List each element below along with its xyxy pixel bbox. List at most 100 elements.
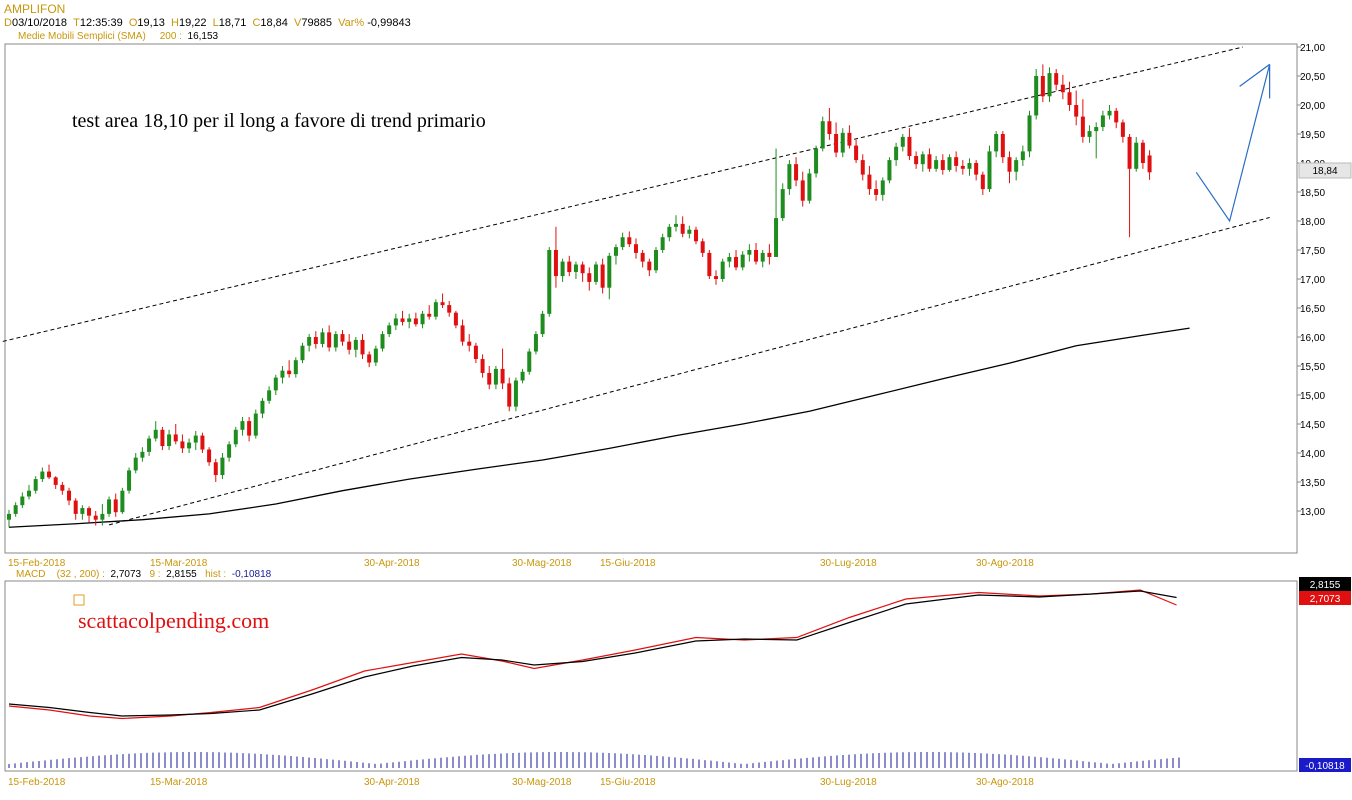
candle-body — [580, 264, 585, 274]
candle-body — [427, 313, 432, 317]
y-tick-label: 16,00 — [1300, 333, 1325, 344]
x-axis-label: 30-Ago-2018 — [976, 777, 1034, 788]
hist-badge: -0,10818 — [1305, 761, 1345, 772]
candle-body — [1094, 127, 1099, 132]
candle-body — [1147, 155, 1152, 173]
time-value: 12:35:39 — [79, 17, 123, 29]
x-axis-label: 30-Apr-2018 — [364, 777, 420, 788]
candle-body — [160, 429, 165, 447]
candle-body — [954, 157, 959, 166]
candle-body — [740, 254, 745, 268]
candle-body — [1087, 131, 1092, 137]
candle-body — [127, 470, 132, 491]
x-axis-label: 30-Lug-2018 — [820, 777, 877, 788]
candle-body — [453, 312, 458, 326]
candle-body — [20, 496, 25, 506]
candle-body — [27, 490, 32, 497]
candle-body — [900, 136, 905, 147]
watermark-square-icon — [73, 594, 85, 606]
candle-body — [587, 273, 592, 282]
candle-body — [700, 241, 705, 253]
candle-body — [1080, 116, 1085, 137]
candle-body — [80, 508, 85, 514]
candle-body — [447, 305, 452, 313]
candle-body — [293, 360, 298, 375]
macd-legend: MACD (32 , 200) : 2,7073 9 : 2,8155 hist… — [16, 569, 271, 580]
candles — [7, 64, 1152, 528]
candle-body — [120, 490, 125, 513]
candle-body — [874, 189, 879, 195]
candle-body — [633, 244, 638, 253]
candle-body — [1114, 110, 1119, 123]
candle-body — [140, 451, 145, 458]
candle-body — [967, 163, 972, 169]
candle-body — [480, 359, 485, 373]
date-label: D — [4, 17, 12, 29]
candle-body — [73, 500, 78, 514]
candle-body — [814, 148, 819, 174]
candle-body — [133, 457, 138, 471]
candle-body — [1127, 136, 1132, 169]
y-tick-label: 15,50 — [1300, 362, 1325, 373]
candle-body — [1054, 73, 1059, 85]
signal-line — [8, 590, 1177, 717]
macd-legend-name: MACD — [16, 569, 46, 580]
open-label: O — [128, 17, 138, 29]
candle-body — [980, 174, 985, 190]
y-tick-label: 13,50 — [1300, 478, 1325, 489]
candle-body — [380, 334, 385, 349]
candle-body — [940, 160, 945, 170]
candle-body — [947, 157, 952, 170]
candle-body — [827, 121, 832, 134]
candle-body — [433, 302, 438, 317]
x-axis-label: 15-Mar-2018 — [150, 558, 208, 569]
candle-body — [93, 515, 98, 520]
candle-body — [1040, 76, 1045, 97]
x-axis-label: 15-Feb-2018 — [8, 558, 66, 569]
candle-body — [100, 513, 105, 520]
time-label: T — [73, 17, 80, 29]
close-label: C — [252, 17, 261, 29]
quote-line: D03/10/2018 T12:35:39 O19,13 H19,22 L18,… — [4, 17, 411, 29]
candle-body — [233, 429, 238, 445]
candle-body — [113, 499, 118, 513]
sma-legend-value: 16,153 — [187, 31, 219, 42]
candle-body — [934, 160, 939, 169]
high-value: 19,22 — [179, 17, 207, 29]
var-value: -0,99843 — [367, 17, 411, 29]
macd-lines — [8, 589, 1177, 720]
candle-body — [540, 313, 545, 335]
close-value: 18,84 — [260, 17, 288, 29]
low-value: 18,71 — [218, 17, 247, 29]
candle-body — [680, 223, 685, 234]
x-axis-label: 30-Lug-2018 — [820, 558, 877, 569]
x-axis-label: 30-Ago-2018 — [976, 558, 1034, 569]
candle-body — [527, 351, 532, 372]
macd-line — [8, 589, 1177, 720]
candle-body — [407, 318, 412, 322]
candle-body — [327, 332, 332, 348]
candle-body — [553, 250, 558, 277]
price-badge: 18,84 — [1312, 166, 1337, 177]
candle-body — [507, 383, 512, 407]
candle-body — [1007, 157, 1012, 172]
candle-body — [880, 180, 885, 195]
candle-body — [760, 252, 765, 262]
candle-body — [787, 164, 792, 190]
candle-body — [687, 229, 692, 234]
candle-body — [207, 449, 212, 463]
candle-body — [260, 400, 265, 414]
candle-body — [640, 252, 645, 262]
macd-histogram — [8, 752, 1180, 768]
candle-body — [280, 370, 285, 378]
y-tick-label: 14,00 — [1300, 449, 1325, 460]
y-tick-label: 13,00 — [1300, 507, 1325, 518]
price-y-ticks: 13,00 13,50 14,00 14,50 15,00 15,50 16,00 16,50… — [1297, 43, 1325, 518]
candle-body — [1134, 142, 1139, 169]
candle-body — [353, 339, 358, 350]
candle-body — [367, 354, 372, 363]
candle-body — [867, 174, 872, 190]
candle-body — [1100, 115, 1105, 128]
x-axis-label: 15-Giu-2018 — [600, 558, 656, 569]
